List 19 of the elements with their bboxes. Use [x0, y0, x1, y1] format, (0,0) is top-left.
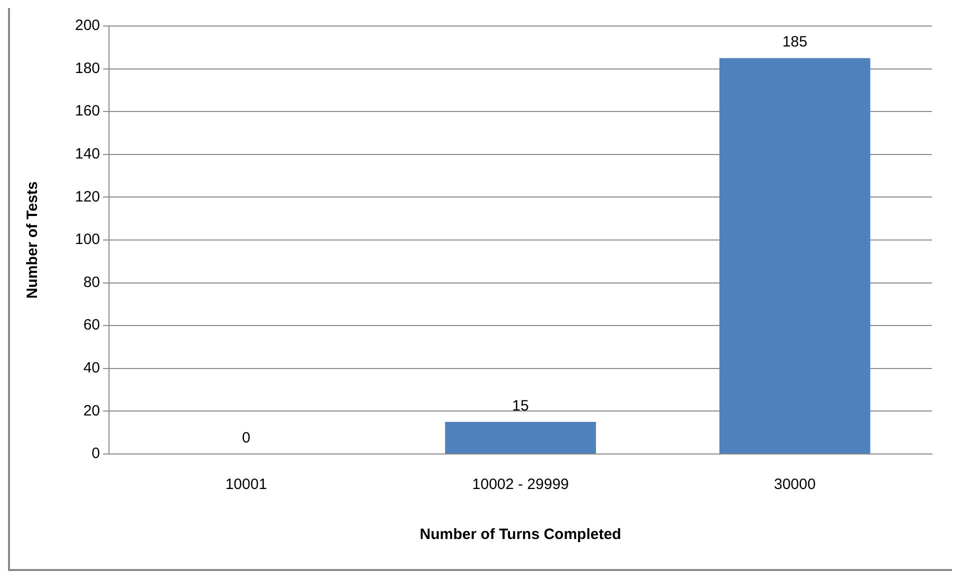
- y-tick-label: 0: [92, 445, 100, 462]
- x-tick-label: 10002 - 29999: [472, 476, 569, 494]
- y-tick-label: 180: [74, 60, 100, 77]
- x-tick-label: 10001: [225, 476, 268, 494]
- y-tick-label: 20: [83, 402, 100, 420]
- y-tick-label: 80: [83, 274, 100, 291]
- y-tick-label: 140: [74, 146, 100, 163]
- x-tick-label: 30000: [774, 476, 816, 494]
- data-label: 185: [782, 34, 808, 51]
- x-axis-title: Number of Turns Completed: [420, 526, 622, 544]
- y-axis-title: Number of Tests: [24, 181, 42, 299]
- data-label: 15: [512, 398, 529, 415]
- y-tick-label: 160: [74, 102, 100, 120]
- y-tick-label: 120: [74, 188, 100, 206]
- y-tick-label: 60: [83, 316, 100, 334]
- data-label: 0: [242, 430, 250, 447]
- y-tick-label: 40: [83, 360, 100, 377]
- y-tick-label: 100: [74, 231, 100, 248]
- y-tick-label: 200: [74, 17, 100, 34]
